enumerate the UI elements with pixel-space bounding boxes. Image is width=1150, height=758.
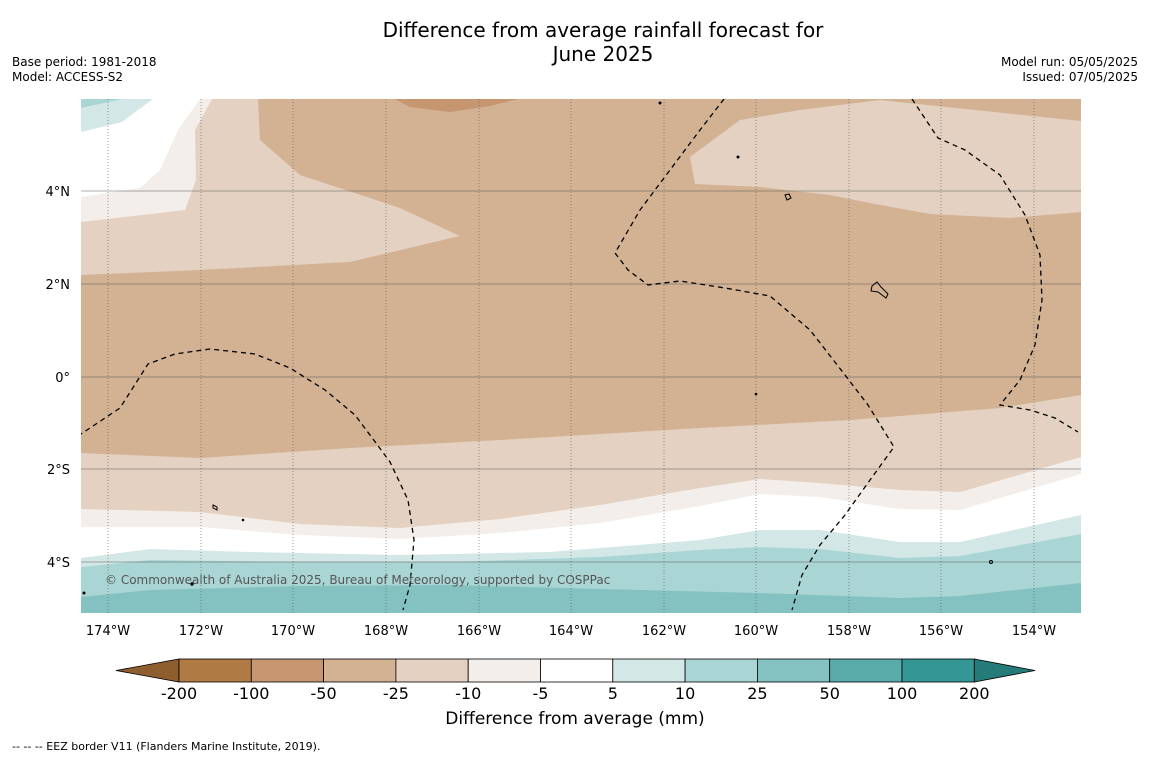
colorbar-tick-label: 50 xyxy=(820,684,840,703)
colorbar-extend-high xyxy=(973,658,1036,683)
islet-7 xyxy=(989,560,993,564)
eez-footnote: -- -- -- EEZ border V11 (Flanders Marine… xyxy=(12,740,321,753)
colorbar-tick-label: 5 xyxy=(608,684,618,703)
latitude-label: 4°N xyxy=(46,185,71,200)
colorbar-segment xyxy=(250,658,325,683)
colorbar-label: Difference from average (mm) xyxy=(445,709,705,729)
longitude-label: 174°W xyxy=(86,624,130,639)
latitude-label: 2°S xyxy=(47,463,70,478)
colorbar-tick-label: -5 xyxy=(533,684,549,703)
colorbar-extend-low xyxy=(115,658,180,683)
anomaly-band-5-top xyxy=(81,99,153,132)
islet-4 xyxy=(241,518,245,522)
colorbar-segment xyxy=(540,658,614,683)
longitude-labels: 174°W 172°W 170°W 168°W 166°W 164°W 162°W 160°W… xyxy=(86,624,1056,639)
islet-5 xyxy=(190,582,194,586)
longitude-label: 170°W xyxy=(271,624,315,639)
colorbar-tick-label: -25 xyxy=(383,684,409,703)
longitude-label: 160°W xyxy=(734,624,778,639)
longitude-label: 158°W xyxy=(827,624,871,639)
map-area: © Commonwealth of Australia 2025, Bureau… xyxy=(81,99,1081,613)
run-info: Model run: 05/05/2025 Issued: 07/05/2025 xyxy=(1001,55,1138,85)
model-name: Model: ACCESS-S2 xyxy=(12,70,124,84)
colorbar-segment xyxy=(612,658,686,683)
anomaly-band-minus50-patch xyxy=(395,99,518,112)
longitude-label: 162°W xyxy=(642,624,686,639)
eez-borders xyxy=(81,99,1079,611)
islet-3 xyxy=(754,392,758,396)
eez-border-central xyxy=(614,99,895,611)
islet-1 xyxy=(658,101,662,105)
longitude-label: 154°W xyxy=(1012,624,1056,639)
issued-date: Issued: 07/05/2025 xyxy=(1022,70,1138,84)
base-period: Base period: 1981-2018 xyxy=(12,55,157,69)
eez-border-east xyxy=(911,99,1079,433)
colorbar-tick-label: -50 xyxy=(311,684,337,703)
island-southwest xyxy=(212,504,218,511)
colorbar-segment xyxy=(323,658,397,683)
longitude-label: 168°W xyxy=(364,624,408,639)
colorbar: -200 -100 -50 -25 -10 -5 5 10 25 50 100 200 xyxy=(115,658,1036,703)
title-line-1: Difference from average rainfall forecas… xyxy=(382,18,824,42)
colorbar-tick-label: -100 xyxy=(233,684,269,703)
longitude-label: 156°W xyxy=(919,624,963,639)
latitude-labels: 4°N 2°N 0° 2°S 4°S xyxy=(46,185,71,571)
colorbar-segment xyxy=(467,658,541,683)
graticule xyxy=(81,99,1081,613)
colorbar-segment xyxy=(829,658,903,683)
colorbar-tick-label: 25 xyxy=(747,684,767,703)
longitude-label: 172°W xyxy=(179,624,223,639)
colorbar-tick-label: -200 xyxy=(161,684,197,703)
anomaly-band-10-top xyxy=(81,99,122,108)
colorbar-tick-label: 100 xyxy=(887,684,918,703)
colorbar-segment xyxy=(757,658,831,683)
island-kiritimati xyxy=(870,281,889,299)
islet-6 xyxy=(82,591,86,595)
latitude-label: 0° xyxy=(55,371,70,386)
islands xyxy=(82,101,993,595)
anomaly-band-minus10-northeast xyxy=(690,100,1081,218)
island-northeast xyxy=(784,193,792,201)
colorbar-segment xyxy=(901,658,975,683)
colorbar-segment xyxy=(684,658,758,683)
colorbar-segment xyxy=(395,658,469,683)
latitude-label: 2°N xyxy=(46,278,71,293)
title-line-2: June 2025 xyxy=(552,42,654,66)
latitude-label: 4°S xyxy=(47,556,70,571)
map-title: Difference from average rainfall forecas… xyxy=(0,18,1150,66)
colorbar-tick-label: 200 xyxy=(959,684,990,703)
islet-2 xyxy=(736,155,740,159)
longitude-label: 166°W xyxy=(457,624,501,639)
colorbar-tick-label: 10 xyxy=(675,684,695,703)
model-run-date: Model run: 05/05/2025 xyxy=(1000,55,1138,69)
colorbar-tick-label: -10 xyxy=(455,684,481,703)
model-info: Base period: 1981-2018 Model: ACCESS-S2 xyxy=(12,55,157,85)
eez-border-west xyxy=(81,348,415,611)
longitude-label: 164°W xyxy=(549,624,593,639)
colorbar-segment xyxy=(178,658,252,683)
anomaly-band-25-south xyxy=(81,583,1081,613)
copyright-text: © Commonwealth of Australia 2025, Bureau… xyxy=(105,573,610,587)
